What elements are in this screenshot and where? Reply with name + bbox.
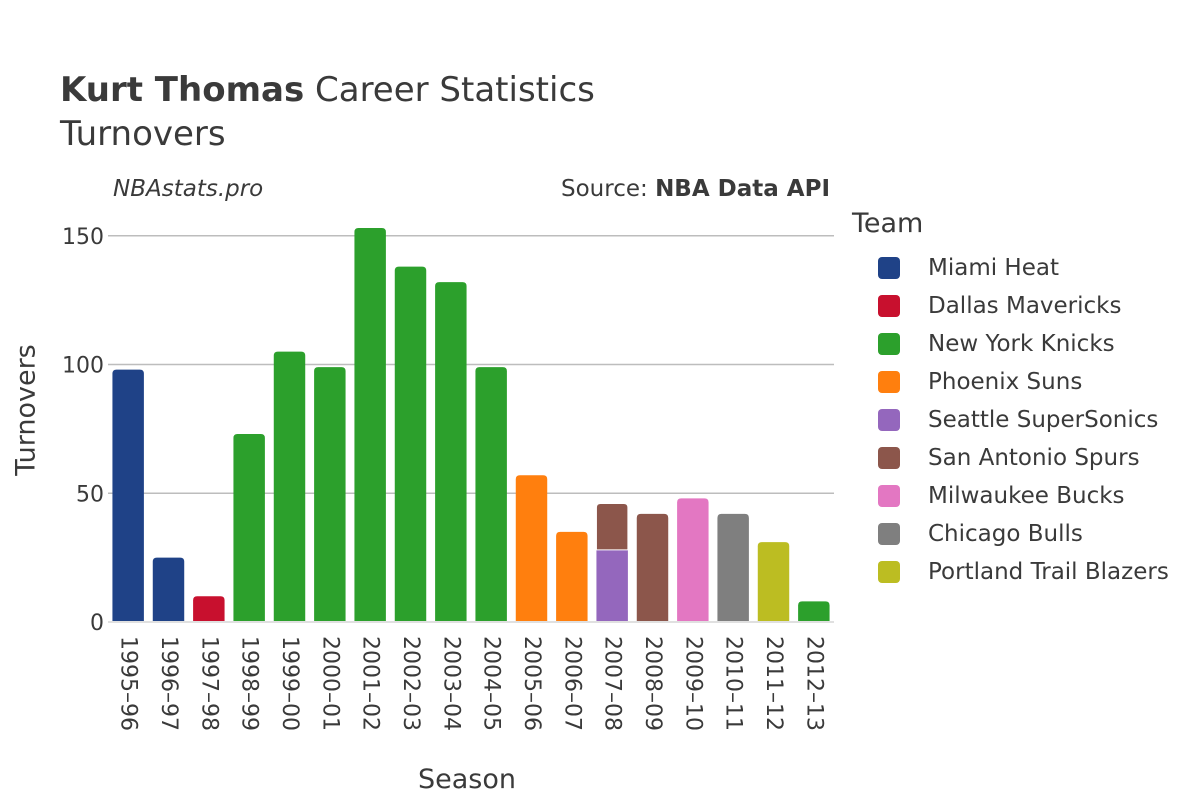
x-tick-label: 2008–09 [640,636,665,731]
y-tick-label: 0 [90,611,104,636]
legend-label: Phoenix Suns [928,369,1083,395]
x-tick-label: 1995–96 [116,636,141,731]
player-name: Kurt Thomas [60,70,305,110]
x-tick-label: 2006–07 [559,636,584,731]
bar-segment [475,367,507,622]
x-tick-label: 1996–97 [156,636,181,731]
x-tick-label: 2003–04 [438,636,463,731]
bar-segment [556,531,588,622]
legend-swatch [878,333,900,355]
bar-segment [757,542,790,622]
bar-segment [394,266,427,622]
x-tick-label: 2009–10 [680,636,705,731]
legend-items: Miami Heat Dallas Mavericks New York Knick… [852,249,1169,591]
legend-title: Team [852,208,924,239]
watermark: NBAstats.pro [113,176,264,202]
legend-swatch [878,485,900,507]
legend-item[interactable]: Chicago Bulls [852,515,1169,553]
bar-segment [314,367,346,622]
bar-segment [677,498,709,622]
x-tick-label: 1997–98 [196,636,221,731]
bar-segment [636,513,669,622]
legend-item[interactable]: New York Knicks [852,325,1169,363]
chart-title: Kurt Thomas Career Statistics Turnovers [60,68,595,156]
legend-swatch [878,561,900,583]
source-prefix: Source: [561,176,656,202]
legend-swatch [878,447,900,469]
bar-segment [596,549,628,622]
bar-segment [193,596,225,622]
legend-item[interactable]: Phoenix Suns [852,363,1169,401]
y-tick-label: 150 [62,225,104,250]
bar-segment [435,282,467,622]
bar-segment [515,475,548,622]
legend-item[interactable]: San Antonio Spurs [852,439,1169,477]
source-name: NBA Data API [655,176,830,202]
bar-segment [112,369,144,622]
legend-swatch [878,371,900,393]
x-tick-label: 1998–99 [237,636,262,731]
x-tick-label: 2007–08 [600,636,625,731]
legend-item[interactable]: Seattle SuperSonics [852,401,1169,439]
y-axis-title: Turnovers [11,344,42,477]
bar-segment [798,601,830,622]
x-axis-title: Season [418,764,516,795]
y-tick-label: 50 [76,482,104,507]
source-credit: Source: NBA Data API [561,176,830,202]
bar-segment [354,228,386,622]
bar-segment [152,557,185,622]
legend-item[interactable]: Dallas Mavericks [852,287,1169,325]
x-tick-label: 2000–01 [317,636,342,731]
x-tick-label: 2005–06 [519,636,544,731]
legend-item[interactable]: Miami Heat [852,249,1169,287]
legend-swatch [878,409,900,431]
x-tick-label: 2011–12 [761,636,786,731]
x-tick-label: 1999–00 [277,636,302,731]
bar-segment [595,503,629,551]
legend-label: Chicago Bulls [928,521,1083,547]
chart-subtitle: Turnovers [60,114,226,155]
legend: Team Miami Heat Dallas Mavericks New York … [852,208,1169,591]
legend-label: Seattle SuperSonics [928,407,1159,433]
legend-label: San Antonio Spurs [928,445,1140,471]
title-rest: Career Statistics [315,70,595,110]
x-tick-label: 2001–02 [358,636,383,731]
y-tick-label: 100 [62,354,104,379]
legend-label: Miami Heat [928,255,1059,281]
bar-segment [273,351,306,622]
legend-label: Milwaukee Bucks [928,483,1125,509]
legend-item[interactable]: Portland Trail Blazers [852,553,1169,591]
bar-segment [717,513,749,622]
legend-label: New York Knicks [928,331,1115,357]
legend-label: Dallas Mavericks [928,293,1122,319]
x-tick-label: 2010–11 [721,636,746,731]
x-tick-label: 2002–03 [398,636,423,731]
x-tick-label: 2004–05 [479,636,504,731]
legend-swatch [878,523,900,545]
legend-label: Portland Trail Blazers [928,559,1169,585]
bar-segment [233,434,265,622]
legend-swatch [878,295,900,317]
x-tick-label: 2012–13 [801,636,826,731]
legend-swatch [878,257,900,279]
legend-item[interactable]: Milwaukee Bucks [852,477,1169,515]
